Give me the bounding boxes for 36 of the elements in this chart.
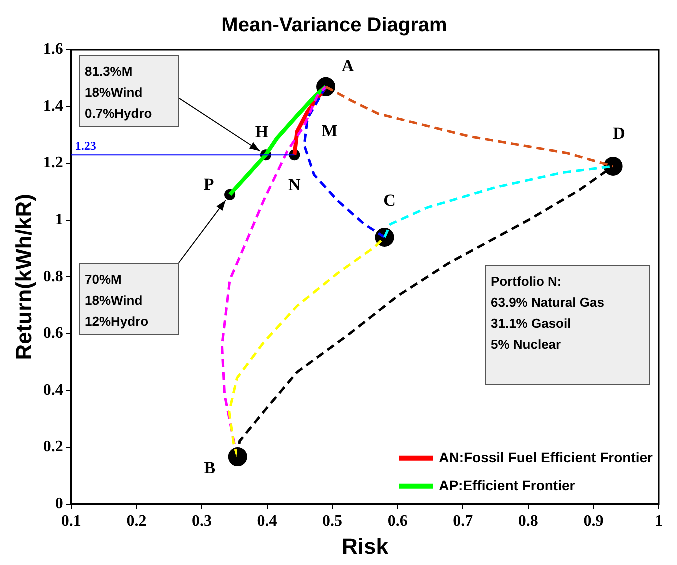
y-tick-label: 0.8: [43, 268, 64, 286]
x-tick-label: 0.6: [388, 513, 408, 530]
y-tick-label: 1: [55, 212, 64, 229]
note-box: 81.3%M 18%Wind 0.7%Hydro: [79, 55, 179, 127]
annotation: H: [255, 122, 269, 142]
annotation: D: [613, 124, 626, 143]
y-tick-label: 1.4: [43, 98, 64, 115]
x-axis-title: Risk: [342, 534, 390, 559]
note-box: 70%M 18%Wind 12%Hydro: [79, 263, 179, 335]
x-tick-label: 0.5: [322, 513, 343, 530]
legend-label: AN:Fossil Fuel Efficient Frontier: [439, 449, 654, 466]
annotation: C: [384, 190, 396, 210]
y-tick-label: 1.2: [43, 154, 64, 172]
x-tick-label: 0.7: [453, 513, 474, 530]
note-box: Portfolio N: 63.9% Natural Gas 31.1% Gasoil 5% Nuclear: [485, 265, 650, 385]
x-tick-label: 0.4: [257, 513, 278, 530]
y-tick-label: 0.6: [43, 325, 64, 342]
x-tick-label: 0.3: [192, 513, 212, 530]
annotation: P: [204, 175, 214, 194]
chart-title: Mean-Variance Diagram: [222, 14, 448, 37]
x-tick-label: 1: [655, 513, 663, 530]
y-tick-label: 1.6: [43, 41, 64, 58]
annotation: B: [204, 458, 216, 478]
y-tick-label: 0: [55, 496, 64, 513]
annotation: M: [322, 121, 338, 140]
legend-label: AP:Efficient Frontier: [439, 477, 576, 494]
x-tick-label: 0.9: [584, 513, 604, 530]
x-tick-label: 0.8: [518, 513, 538, 530]
ref-line-label: 1.23: [75, 139, 96, 154]
annotation: A: [342, 56, 355, 76]
annotation: N: [288, 175, 302, 194]
y-tick-label: 0.4: [43, 382, 64, 399]
y-tick-label: 0.2: [43, 438, 64, 456]
y-axis-title: Return(kWh/kR): [11, 194, 36, 360]
x-tick-label: 0.2: [126, 513, 147, 530]
x-tick-label: 0.1: [61, 513, 82, 530]
